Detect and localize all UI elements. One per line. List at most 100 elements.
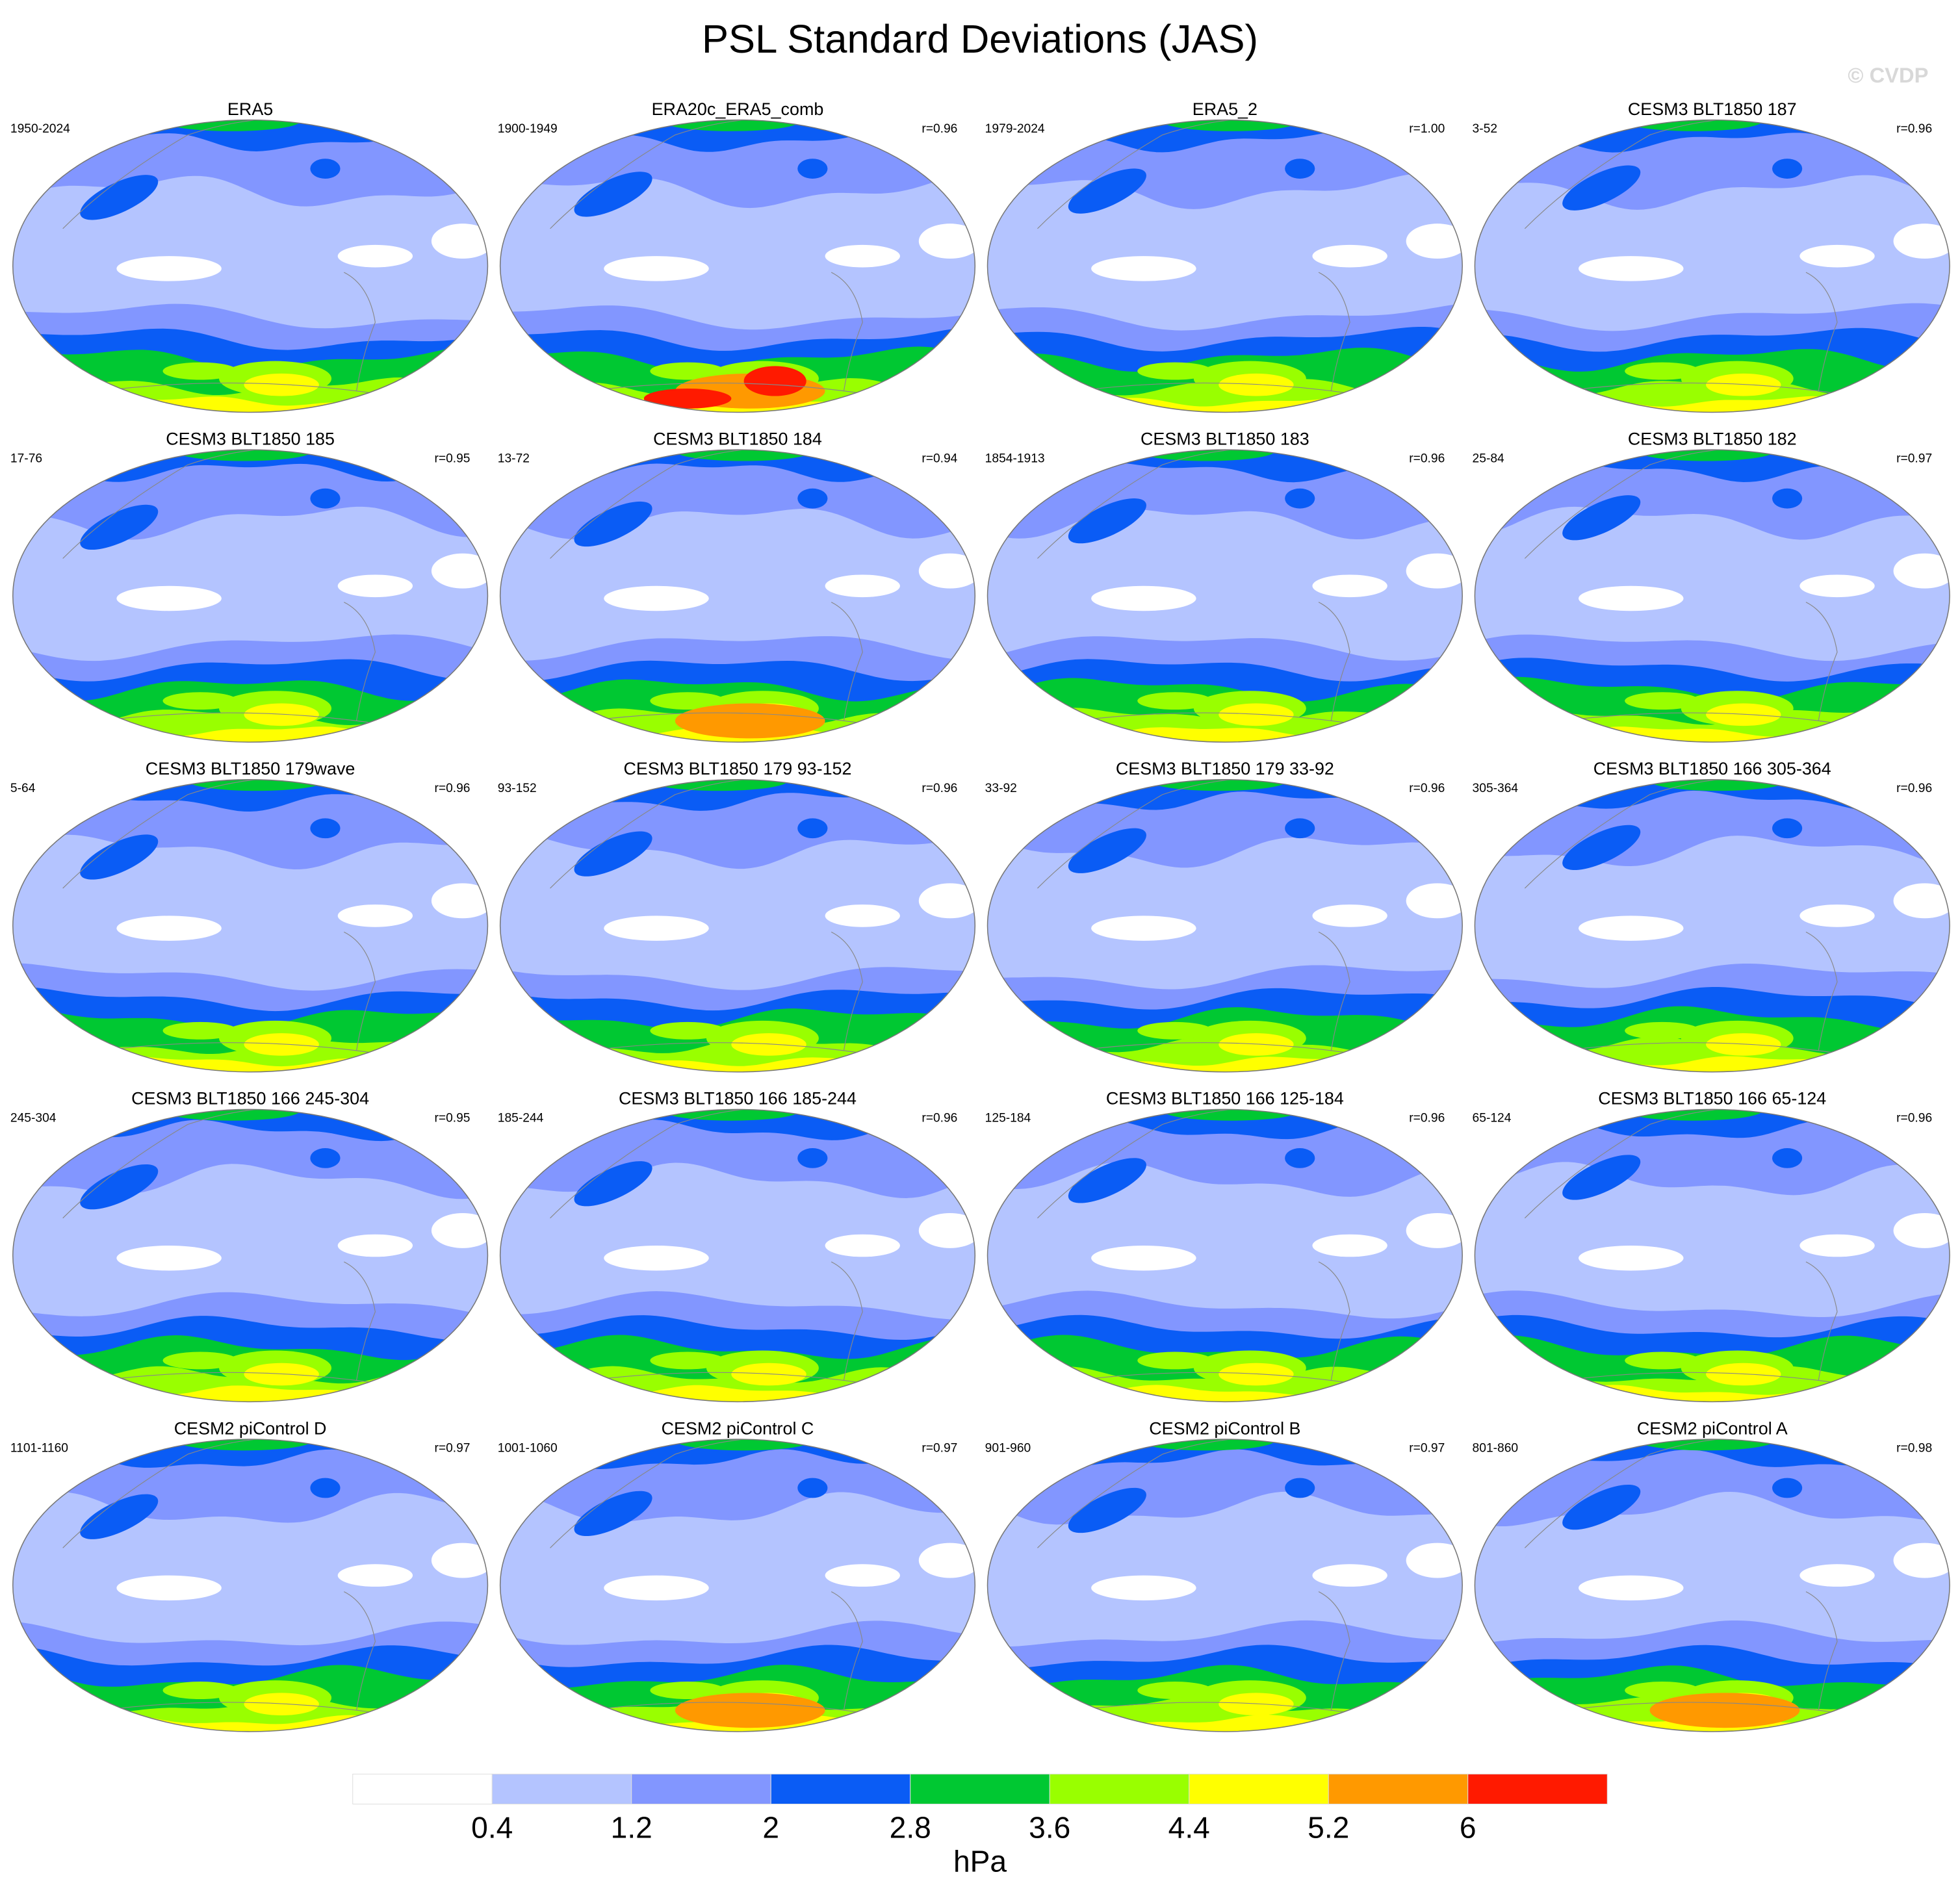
contour-band <box>1312 244 1387 268</box>
map-fill <box>500 120 975 413</box>
contour-band <box>1312 1564 1387 1587</box>
panel-title: CESM2 piControl B <box>1149 1418 1300 1438</box>
coastline <box>550 1439 825 1548</box>
map-fill <box>12 120 488 413</box>
contour-band <box>1706 1363 1781 1386</box>
coastline <box>62 1439 338 1548</box>
coastline <box>1562 712 1863 728</box>
contour-band <box>604 1246 709 1271</box>
map-panel: CESM3 BLT1850 179 93-152 93-152 r=0.96 <box>498 759 976 1073</box>
contour-band <box>244 1693 319 1715</box>
contour-band <box>1772 1148 1803 1168</box>
contour-band <box>1579 256 1684 281</box>
coastline <box>100 712 400 728</box>
contour-band <box>1562 1484 1641 1530</box>
map-outline <box>986 119 1463 413</box>
map-fill <box>987 450 1463 743</box>
panel-r: r=0.97 <box>1896 452 1932 465</box>
contour-band <box>987 726 1463 743</box>
contour-band <box>1625 692 1700 710</box>
contour-band <box>162 1682 238 1699</box>
map-outline <box>499 119 976 413</box>
panel-title: CESM3 BLT1850 185 <box>166 429 335 449</box>
contour-band <box>650 692 725 710</box>
contour-band <box>1137 450 1275 461</box>
coastline <box>587 1372 888 1387</box>
contour-band <box>825 244 900 268</box>
contour-band <box>1706 373 1781 396</box>
contour-band <box>1406 1543 1463 1578</box>
contour-band <box>1312 574 1387 598</box>
contour-band <box>1772 159 1803 179</box>
contour-band <box>1625 362 1700 380</box>
contour-band <box>675 1439 813 1451</box>
contour-band <box>604 256 709 281</box>
panel-years: 245-304 <box>10 1112 57 1125</box>
contour-band <box>1799 1564 1875 1587</box>
map-fill <box>500 450 975 743</box>
panel-years: 93-152 <box>498 782 537 795</box>
map-fill <box>1475 779 1950 1072</box>
contour-band <box>1799 244 1875 268</box>
map-panel: CESM3 BLT1850 166 245-304 245-304 r=0.95 <box>10 1089 489 1403</box>
coastline <box>1805 1591 1838 1711</box>
map-fill <box>987 779 1463 1072</box>
contour-band <box>116 916 222 941</box>
map-fill <box>12 1109 488 1402</box>
map-fill <box>987 1439 1463 1732</box>
contour-band <box>918 1543 975 1578</box>
coastline <box>1037 1439 1313 1548</box>
contour-band <box>1799 574 1875 598</box>
contour-band <box>337 574 413 598</box>
contour-band <box>1649 779 1788 791</box>
contour-band <box>1068 1487 1146 1533</box>
map-panel: ERA20c_ERA5_comb 1900-1949 r=0.96 <box>498 99 976 413</box>
panel-years: 33-92 <box>985 782 1017 795</box>
contour-band <box>1562 495 1641 541</box>
contour-band <box>1068 1158 1146 1203</box>
contour-band <box>1068 498 1146 544</box>
contour-band <box>1893 883 1950 919</box>
contour-band <box>675 1693 825 1728</box>
colorbar-tick-label: 0.4 <box>471 1810 513 1844</box>
map-panel: CESM3 BLT1850 166 305-364 305-364 r=0.96 <box>1473 759 1950 1073</box>
contour-band <box>162 1021 238 1040</box>
coastline <box>344 1261 376 1381</box>
panel-r: r=0.96 <box>922 782 957 795</box>
coastline <box>62 1109 338 1219</box>
coastline <box>62 450 338 559</box>
map-fill <box>500 1439 975 1732</box>
colorbar-box <box>770 1773 911 1804</box>
map-panel: CESM3 BLT1850 182 25-84 r=0.97 <box>1473 429 1950 743</box>
coastline <box>1318 931 1350 1051</box>
map-fill <box>12 450 488 743</box>
contour-band <box>918 224 975 259</box>
contour-band <box>1137 692 1213 710</box>
panel-r: r=0.96 <box>1409 782 1445 795</box>
contour-band <box>1219 1363 1294 1386</box>
contour-band <box>310 488 341 509</box>
coastline <box>62 120 338 229</box>
coastline <box>344 272 376 391</box>
contour-band <box>337 1234 413 1257</box>
map-panel: CESM3 BLT1850 166 125-184 125-184 r=0.96 <box>985 1089 1463 1403</box>
contour-band <box>987 1037 1463 1072</box>
coastline <box>1037 1109 1313 1219</box>
panel-r: r=0.96 <box>922 1112 957 1125</box>
panel-title: CESM3 BLT1850 166 245-304 <box>131 1089 369 1108</box>
coastline <box>100 1372 400 1387</box>
contour-band <box>574 1491 652 1537</box>
map-fill <box>12 779 488 1072</box>
contour-band <box>12 1385 488 1402</box>
panel-r: r=1.00 <box>1409 122 1445 136</box>
panel-title: CESM3 BLT1850 166 65-124 <box>1598 1089 1826 1108</box>
colorbar-tick-label: 3.6 <box>1029 1810 1070 1844</box>
map-outline <box>12 1439 489 1732</box>
contour-band <box>650 1682 725 1699</box>
contour-band <box>337 1564 413 1587</box>
panel-r: r=0.96 <box>1409 1112 1445 1125</box>
map-outline <box>1474 1439 1950 1732</box>
colorbar-tick-label: 2 <box>762 1810 779 1844</box>
panel-title: CESM2 piControl A <box>1637 1418 1788 1438</box>
contour-band <box>1091 916 1196 941</box>
